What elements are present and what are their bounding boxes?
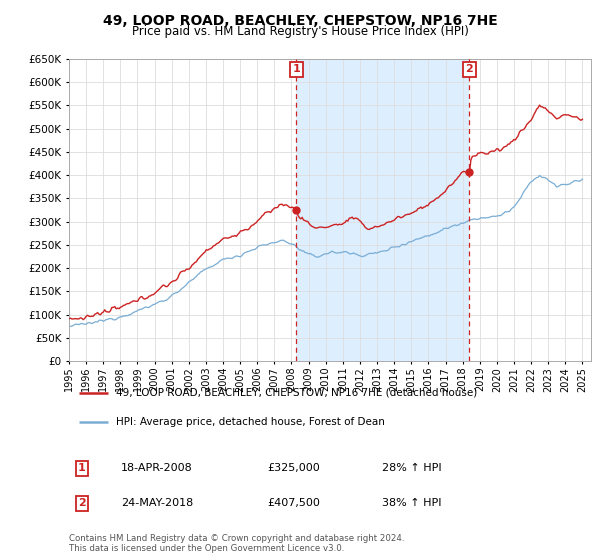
Text: 1: 1 [78,464,86,473]
Text: 49, LOOP ROAD, BEACHLEY, CHEPSTOW, NP16 7HE: 49, LOOP ROAD, BEACHLEY, CHEPSTOW, NP16 … [103,14,497,28]
Text: 2: 2 [466,64,473,74]
Text: 38% ↑ HPI: 38% ↑ HPI [382,498,442,508]
Text: £325,000: £325,000 [268,464,320,473]
Text: 1: 1 [293,64,301,74]
Text: 24-MAY-2018: 24-MAY-2018 [121,498,193,508]
Text: 28% ↑ HPI: 28% ↑ HPI [382,464,442,473]
Text: HPI: Average price, detached house, Forest of Dean: HPI: Average price, detached house, Fore… [116,417,385,427]
Text: Contains HM Land Registry data © Crown copyright and database right 2024.
This d: Contains HM Land Registry data © Crown c… [69,534,404,553]
Text: 18-APR-2008: 18-APR-2008 [121,464,193,473]
Text: Price paid vs. HM Land Registry's House Price Index (HPI): Price paid vs. HM Land Registry's House … [131,25,469,38]
Text: £407,500: £407,500 [268,498,320,508]
Bar [296,59,469,361]
Text: 2: 2 [78,498,86,508]
Text: 49, LOOP ROAD, BEACHLEY, CHEPSTOW, NP16 7HE (detached house): 49, LOOP ROAD, BEACHLEY, CHEPSTOW, NP16 … [116,388,477,398]
